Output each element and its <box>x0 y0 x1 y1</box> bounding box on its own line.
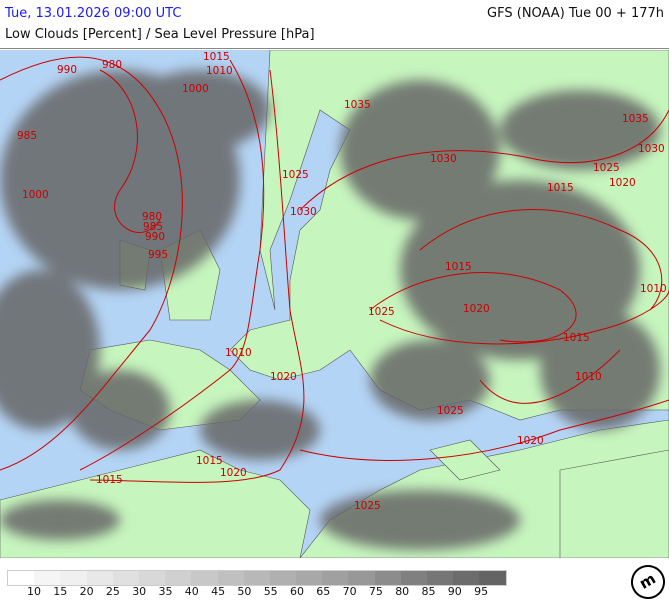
legend-label: 55 <box>263 585 278 598</box>
legend-swatch <box>427 571 454 585</box>
legend-label: 10 <box>27 585 41 598</box>
legend-label: 35 <box>158 585 173 598</box>
legend-swatch <box>453 571 480 585</box>
legend-label: 50 <box>237 585 252 598</box>
legend-swatch <box>138 571 166 585</box>
legend-swatch <box>86 571 113 585</box>
isobar-label: 1020 <box>270 371 297 383</box>
legend-label: 95 <box>474 585 489 598</box>
isobar-label: 1035 <box>344 99 371 111</box>
legend-label: 25 <box>105 585 120 598</box>
legend-label: 70 <box>342 585 357 598</box>
legend-swatch <box>400 571 427 585</box>
legend-label: 40 <box>184 585 199 598</box>
isobar-label: 980 <box>142 211 162 223</box>
isobar-label: 1020 <box>609 177 636 189</box>
isobar-label: 990 <box>57 64 77 76</box>
color-legend <box>7 570 507 586</box>
isobar-label: 1000 <box>182 83 209 95</box>
isobar-label: 1015 <box>547 182 574 194</box>
isobar-label: 1015 <box>445 261 472 273</box>
isobar-label: 1015 <box>96 474 123 486</box>
isobar-label: 1010 <box>575 371 602 383</box>
divider <box>0 48 669 49</box>
isobar-label: 995 <box>148 249 168 261</box>
model-run: GFS (NOAA) Tue 00 + 177h <box>487 6 664 21</box>
isobar-label: 1010 <box>225 347 252 359</box>
valid-time: Tue, 13.01.2026 09:00 UTC <box>5 6 182 21</box>
legend-label: 80 <box>395 585 410 598</box>
isobar-label: 1015 <box>196 455 223 467</box>
legend-swatch <box>479 571 506 585</box>
isobar-label: 1025 <box>437 405 464 417</box>
legend-swatch <box>34 571 61 585</box>
legend-swatch <box>60 571 87 585</box>
isobar-label: 1015 <box>203 51 230 63</box>
isobar-label: 1020 <box>517 435 544 447</box>
legend-label: 65 <box>316 585 331 598</box>
meteologix-logo: m <box>624 558 669 605</box>
legend-label: 75 <box>368 585 383 598</box>
legend-swatch <box>269 571 297 585</box>
isobar-label: 985 <box>17 130 37 142</box>
weather-map[interactable]: 990 9801015101010009859809859909951000103… <box>0 50 669 558</box>
isobar-label: 1030 <box>430 153 457 165</box>
isobar-label: 980 <box>102 59 122 71</box>
isobar-label: 1030 <box>638 143 665 155</box>
isobar-label: 1025 <box>282 169 309 181</box>
legend-swatch <box>165 571 192 585</box>
isobars <box>0 56 669 483</box>
isobar-label: 985 <box>143 221 163 233</box>
legend-label: 90 <box>447 585 462 598</box>
isobar-label: 1020 <box>463 303 490 315</box>
isobar-label: 1015 <box>563 332 590 344</box>
isobar-label: 1010 <box>206 65 233 77</box>
legend-swatch <box>191 571 218 585</box>
isobar-label: 1020 <box>220 467 247 479</box>
legend-label: 30 <box>132 585 147 598</box>
isobar-label: 990 <box>145 231 165 243</box>
legend-label: 15 <box>53 585 68 598</box>
legend-swatch <box>243 571 270 585</box>
legend-label: 85 <box>421 585 436 598</box>
isobar-label: 1025 <box>354 500 381 512</box>
legend-swatch <box>322 571 349 585</box>
isobar-label: 1025 <box>593 162 620 174</box>
legend-label: 60 <box>290 585 304 598</box>
isobar-label: 1010 <box>640 283 667 295</box>
isobar-label: 1025 <box>368 306 395 318</box>
legend-label: 20 <box>79 585 94 598</box>
isobar-label: 1000 <box>22 189 49 201</box>
legend-swatch <box>348 571 375 585</box>
legend-swatch <box>217 571 244 585</box>
legend-label: 45 <box>211 585 226 598</box>
legend-swatch <box>374 571 401 585</box>
isobar-label: 1030 <box>290 206 317 218</box>
parameter-title: Low Clouds [Percent] / Sea Level Pressur… <box>5 27 315 42</box>
isobar-label: 1035 <box>622 113 649 125</box>
legend-swatch <box>8 571 35 585</box>
legend-swatch <box>296 571 323 585</box>
legend-swatch <box>112 571 139 585</box>
